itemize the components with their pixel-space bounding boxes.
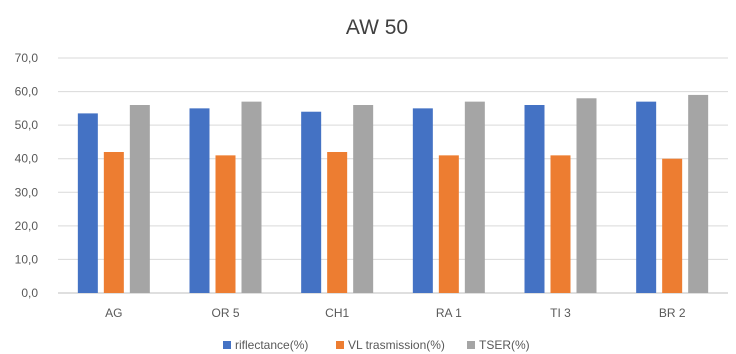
y-tick-label: 60,0 <box>15 85 39 99</box>
bar-2-3 <box>327 152 348 293</box>
x-tick-label: RA 1 <box>436 306 462 320</box>
y-tick-label: 20,0 <box>15 219 39 233</box>
legend: riflectance(%) VL trasmission(%) TSER(%) <box>223 338 530 352</box>
bar-1-6 <box>636 101 657 294</box>
y-tick-label: 30,0 <box>15 185 39 199</box>
y-tick-label: 50,0 <box>15 118 39 132</box>
x-tick-label: AG <box>105 306 122 320</box>
bar-1-4 <box>412 108 433 293</box>
bar-1-1 <box>77 113 98 294</box>
x-tick-label: CH1 <box>325 306 349 320</box>
bar-3-6 <box>688 94 709 293</box>
y-tick-label: 40,0 <box>15 152 39 166</box>
legend-swatch <box>223 341 231 349</box>
bar-2-5 <box>550 155 571 293</box>
bar-2-6 <box>662 158 683 293</box>
legend-label: TSER(%) <box>479 338 530 352</box>
x-tick-label: OR 5 <box>211 306 239 320</box>
y-tick-label: 10,0 <box>15 252 39 266</box>
bar-2-1 <box>103 152 124 293</box>
x-tick-label: TI 3 <box>550 306 571 320</box>
chart-title: AW 50 <box>346 16 408 39</box>
bar-3-2 <box>241 101 262 294</box>
bar-2-2 <box>215 155 236 293</box>
legend-label: VL trasmission(%) <box>348 338 445 352</box>
bar-3-3 <box>353 105 374 293</box>
y-axis-ticks: 0,0 10,0 20,0 30,0 40,0 50,0 60,0 70,0 <box>15 51 39 300</box>
y-tick-label: 70,0 <box>15 51 39 65</box>
y-tick-label: 0,0 <box>21 286 38 300</box>
bar-1-2 <box>189 108 210 293</box>
bar-1-5 <box>524 105 545 293</box>
bar-1-3 <box>301 111 322 293</box>
gridlines <box>58 57 728 294</box>
bar-2-4 <box>438 155 459 293</box>
bar-3-4 <box>464 101 485 294</box>
legend-label: riflectance(%) <box>235 338 308 352</box>
x-tick-label: BR 2 <box>659 306 686 320</box>
x-axis-ticks: AG OR 5 CH1 RA 1 TI 3 BR 2 <box>105 306 686 320</box>
bar-3-5 <box>576 98 597 294</box>
legend-swatch <box>467 341 475 349</box>
bars <box>77 94 709 294</box>
bar-3-1 <box>129 105 150 293</box>
legend-swatch <box>336 341 344 349</box>
